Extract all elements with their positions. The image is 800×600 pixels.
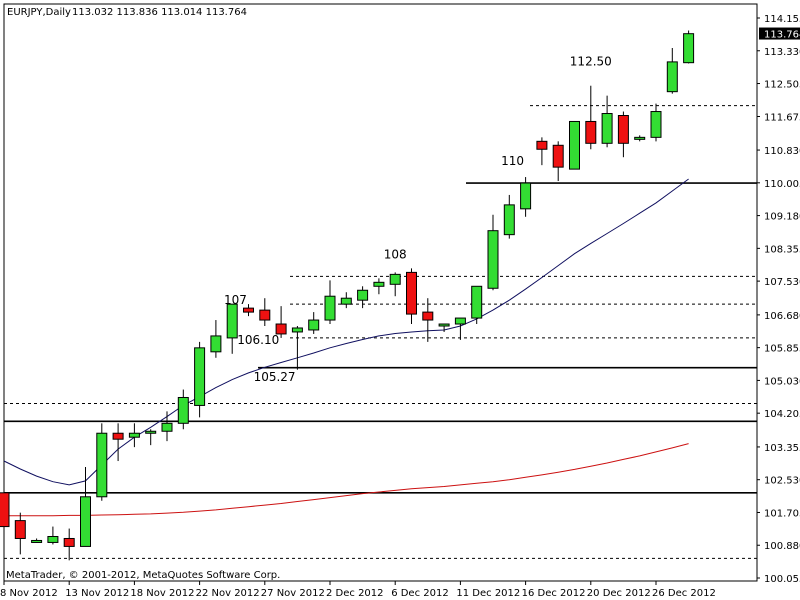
y-tick-label: 100.880	[764, 541, 800, 552]
y-axis: 114.155 113.330 112.505 111.675 110.830 110.0…	[757, 14, 800, 585]
candle-bullish	[177, 396, 189, 424]
candle-bullish	[634, 136, 646, 140]
candle-bullish	[47, 535, 59, 543]
candle-bullish	[454, 317, 466, 325]
candle-bullish	[128, 432, 140, 438]
current-price-label: 113.764	[764, 30, 800, 41]
candle-bearish	[112, 432, 124, 440]
candle-bullish	[520, 182, 532, 210]
y-tick-label: 111.675	[764, 112, 800, 123]
y-tick-label: 112.505	[764, 80, 800, 91]
candle-bullish	[666, 61, 678, 93]
x-tick-label: 22 Nov 2012	[196, 588, 260, 599]
annotation-label: 110	[501, 154, 524, 168]
plot-area	[3, 3, 758, 582]
candle-bearish	[422, 311, 434, 321]
candle-bullish	[487, 230, 499, 289]
x-tick-label: 16 Dec 2012	[522, 588, 586, 599]
y-tick-label: 103.355	[764, 443, 800, 454]
candle-bullish	[80, 496, 91, 547]
candle-bullish	[389, 273, 401, 285]
candle-bearish	[243, 307, 254, 313]
candle-bullish	[569, 120, 580, 170]
annotation-label: 106.10	[237, 333, 279, 347]
y-tick-label: 107.530	[764, 277, 800, 288]
y-tick-label: 106.680	[764, 311, 800, 322]
candle-bullish	[340, 297, 352, 305]
y-tick-label: 105.855	[764, 344, 800, 355]
candle-bullish	[291, 327, 303, 333]
y-tick-label: 113.330	[764, 47, 800, 58]
annotation-label: 105.27	[254, 370, 296, 384]
y-tick-label: 105.030	[764, 376, 800, 387]
current-price-box	[759, 27, 800, 40]
candle-bullish	[210, 335, 222, 353]
copyright-text: MetaTrader, © 2001-2012, MetaQuotes Soft…	[6, 570, 280, 581]
y-tick-label: 104.205	[764, 409, 800, 420]
x-axis: 8 Nov 2012 13 Nov 2012 18 Nov 2012 22 Nov 2…	[0, 581, 716, 599]
candle-bearish	[14, 520, 26, 539]
candle-bearish	[63, 537, 75, 547]
moving-average-slow	[4, 443, 689, 517]
candle-bullish	[438, 323, 450, 327]
candle-bullish	[373, 281, 385, 287]
candle-bullish	[503, 204, 515, 236]
annotation-label: 112.50	[570, 55, 612, 69]
candle-bullish	[145, 430, 157, 434]
annotation-label: 108	[384, 247, 407, 261]
candle-bearish	[617, 115, 629, 144]
y-tick-label: 114.155	[764, 14, 800, 25]
y-tick-label: 110.005	[764, 179, 800, 190]
candle-bearish	[406, 271, 417, 315]
x-tick-label: 6 Dec 2012	[391, 588, 449, 599]
x-tick-label: 26 Dec 2012	[652, 588, 716, 599]
candle-bearish	[552, 144, 564, 168]
annotation-label: 107	[224, 293, 247, 307]
candle-bullish	[31, 539, 43, 543]
x-tick-label: 13 Nov 2012	[65, 588, 129, 599]
x-tick-label: 18 Nov 2012	[130, 588, 194, 599]
candle-bearish	[275, 323, 287, 335]
chart-symbol: EURJPY,Daily	[7, 7, 71, 18]
candle-bullish	[324, 295, 336, 321]
x-tick-label: 27 Nov 2012	[261, 588, 325, 599]
candle-bullish	[471, 285, 483, 319]
candle-bullish	[683, 33, 695, 64]
candle-bearish	[536, 140, 548, 150]
horizontal-lines	[4, 105, 757, 559]
candle-bullish	[650, 111, 662, 138]
y-tick-label: 110.830	[764, 146, 800, 157]
y-tick-label: 108.355	[764, 244, 800, 255]
candle-bullish	[194, 347, 206, 406]
x-tick-label: 2 Dec 2012	[326, 588, 384, 599]
x-tick-label: 11 Dec 2012	[456, 588, 520, 599]
candles	[0, 30, 695, 561]
x-tick-label: 20 Dec 2012	[587, 588, 651, 599]
annotations: 112.50 110 108 107 106.10 105.27	[224, 55, 612, 384]
y-tick-label: 109.180	[764, 212, 800, 223]
candle-bullish	[96, 432, 108, 498]
candle-bullish	[308, 319, 320, 331]
y-tick-label: 102.530	[764, 476, 800, 487]
y-tick-label: 101.705	[764, 508, 800, 519]
candle-bullish	[357, 289, 369, 301]
candle-bearish	[259, 309, 271, 321]
candle-bullish	[161, 422, 173, 432]
candle-bearish	[585, 120, 597, 144]
ohlc-values: 113.032 113.836 113.014 113.764	[72, 7, 247, 18]
candle-bullish	[601, 113, 613, 144]
x-tick-label: 8 Nov 2012	[0, 588, 58, 599]
candle-bullish	[226, 303, 238, 339]
candle-bearish	[0, 492, 10, 528]
y-tick-label: 100.055	[764, 574, 800, 585]
